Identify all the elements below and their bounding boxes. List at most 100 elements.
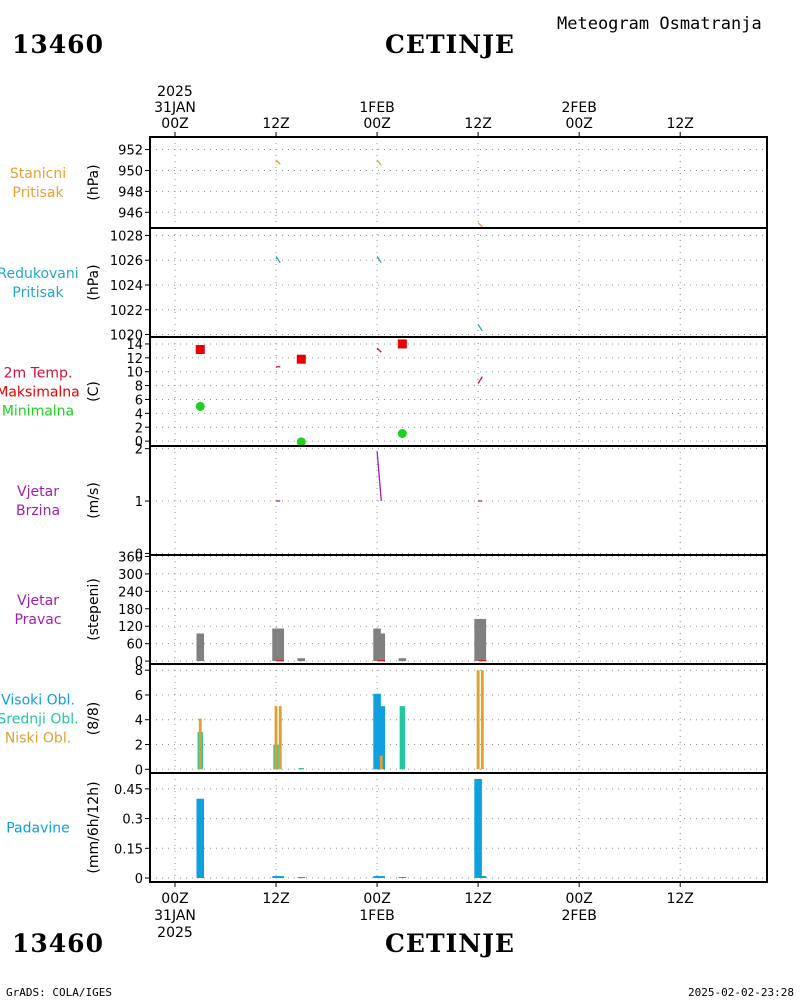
data-bar — [272, 628, 280, 662]
data-segment — [376, 347, 382, 353]
data-segment — [275, 256, 281, 264]
panel-frame — [149, 663, 768, 774]
data-bar — [478, 876, 487, 879]
y-tick-label: 2 — [135, 421, 143, 436]
data-bar — [272, 876, 280, 879]
y-tick-label: 10 — [126, 366, 143, 381]
data-bar — [474, 778, 482, 879]
y-tick-label: 0 — [135, 435, 143, 450]
y-tick-label: 8 — [135, 664, 143, 679]
data-bar — [478, 660, 487, 662]
chart-subtitle: Meteogram Osmatranja — [557, 14, 762, 34]
data-bar — [276, 660, 285, 662]
panel-frame — [149, 227, 768, 338]
data-bar — [298, 768, 304, 770]
y-tick-label: 0.15 — [114, 842, 143, 857]
station-name-top: CETINJE — [385, 30, 515, 59]
station-id-bottom: 13460 — [12, 929, 104, 958]
data-point-max — [296, 354, 306, 364]
y-tick-label: 4 — [135, 407, 143, 422]
time-label-top: 31JAN — [154, 100, 196, 116]
y-tick-label: 0 — [135, 872, 143, 887]
y-tick-label: 360 — [118, 550, 143, 565]
panel-label: Stanicni — [10, 166, 66, 182]
time-label-top: 00Z — [161, 116, 188, 132]
y-tick-label: 1028 — [110, 229, 143, 244]
y-tick-label: 8 — [135, 380, 143, 395]
y-tick-label: 4 — [135, 714, 143, 729]
panel-frame — [149, 445, 768, 556]
y-tick-label: 1024 — [110, 279, 143, 294]
data-bar — [297, 658, 306, 662]
panel-label: Brzina — [16, 503, 60, 519]
panel-label: Pritisak — [12, 185, 64, 201]
data-segment — [275, 159, 281, 165]
data-bar — [379, 755, 383, 770]
data-point-min — [397, 429, 407, 439]
unit-label: (stepeni) — [86, 578, 102, 641]
y-tick-label: 14 — [126, 338, 143, 353]
data-bar — [476, 670, 480, 770]
panel-frame — [149, 772, 768, 883]
y-tick-label: 240 — [118, 585, 143, 600]
data-bar — [398, 658, 407, 662]
panel-label: Niski Obl. — [5, 731, 71, 747]
y-tick-label: 952 — [118, 144, 143, 159]
y-tick-label: 0 — [135, 763, 143, 778]
panel-label: Visoki Obl. — [1, 693, 75, 709]
y-tick-label: 1026 — [110, 254, 143, 269]
time-label-bottom: 00Z — [565, 891, 592, 907]
time-label-top: 2025 — [157, 84, 193, 100]
time-label-top: 12Z — [262, 116, 289, 132]
data-bar — [198, 718, 202, 770]
panel-frame — [149, 336, 768, 447]
panel-label: Redukovani — [0, 266, 79, 282]
y-tick-label: 0 — [135, 655, 143, 670]
y-tick-label: 180 — [118, 603, 143, 618]
panel-label: Vjetar — [17, 593, 59, 609]
footer-credit: GrADS: COLA/IGES — [6, 986, 112, 999]
panel-label: Maksimalna — [0, 385, 80, 401]
data-segment — [477, 376, 483, 384]
panel-label: Srednji Obl. — [0, 712, 79, 728]
panel-label: Pravac — [14, 612, 61, 628]
time-label-top: 12Z — [464, 116, 491, 132]
data-bar — [274, 706, 278, 770]
panel-label: Vjetar — [17, 484, 59, 500]
panel-label: Pritisak — [12, 285, 64, 301]
y-tick-label: 300 — [118, 568, 143, 583]
data-bar — [474, 618, 482, 662]
unit-label: (8/8) — [86, 702, 102, 735]
y-tick-label: 0.3 — [122, 813, 143, 828]
time-label-bottom: 12Z — [666, 891, 693, 907]
time-label-top: 12Z — [666, 116, 693, 132]
data-segment — [477, 222, 483, 228]
data-bar — [480, 670, 484, 770]
y-tick-label: 6 — [135, 689, 143, 704]
data-bar — [373, 876, 381, 879]
time-label-bottom: 12Z — [262, 891, 289, 907]
station-id-top: 13460 — [12, 30, 104, 59]
data-bar — [373, 628, 381, 662]
data-point-min — [195, 401, 205, 411]
data-bar — [278, 706, 282, 770]
y-tick-label: 2 — [135, 739, 143, 754]
data-bar — [377, 876, 386, 879]
time-label-top: 00Z — [565, 116, 592, 132]
unit-label: (hPa) — [86, 264, 102, 300]
y-tick-label: 946 — [118, 206, 143, 221]
data-segment — [477, 324, 483, 332]
data-segment — [376, 159, 382, 166]
time-label-bottom: 2FEB — [561, 908, 596, 924]
data-segment — [376, 451, 382, 502]
y-tick-label: 1022 — [110, 304, 143, 319]
unit-label: (C) — [86, 381, 102, 402]
data-bar — [478, 618, 487, 662]
time-label-top: 1FEB — [359, 100, 394, 116]
data-point-max — [195, 344, 205, 354]
y-tick-label: 6 — [135, 393, 143, 408]
station-name-bottom: CETINJE — [385, 929, 515, 958]
data-bar — [398, 877, 407, 879]
